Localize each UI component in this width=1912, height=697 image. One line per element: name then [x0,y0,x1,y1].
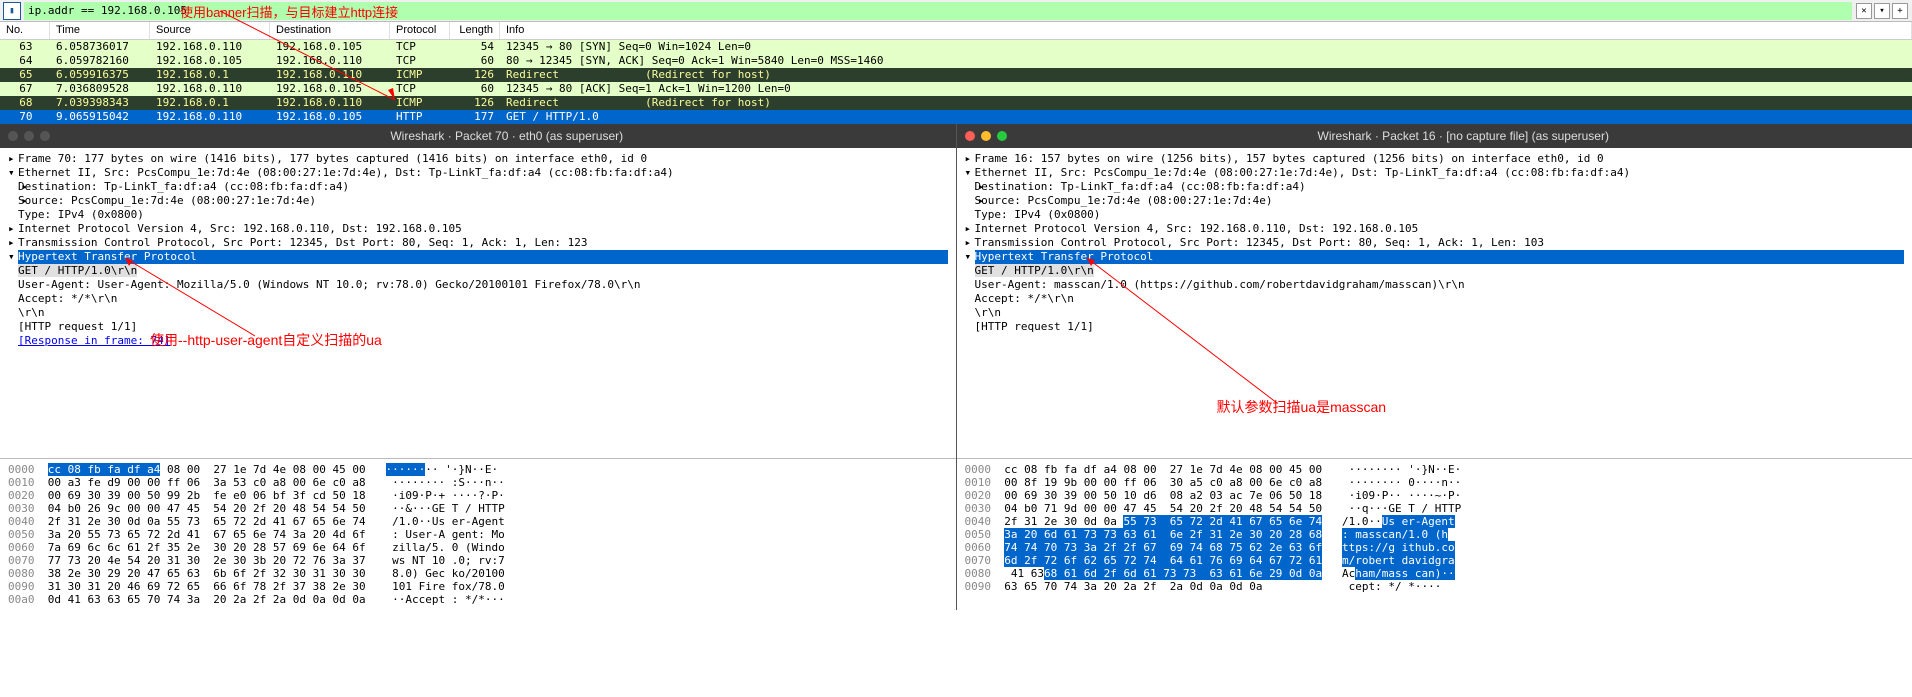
tree-line[interactable]: ▸ Frame 16: 157 bytes on wire (1256 bits… [965,152,1905,166]
hex-row[interactable]: 0040 2f 31 2e 30 0d 0a 55 73 65 72 2d 41… [965,515,1905,528]
hex-row[interactable]: 0080 38 2e 30 29 20 47 65 63 6b 6f 2f 32… [8,567,948,580]
filter-clear-button[interactable]: ✕ [1856,3,1872,19]
display-filter-bar: ▮ 使用banner扫描，与目标建立http连接 ✕ ▾ + [0,0,1912,22]
filter-history-dropdown[interactable]: ▾ [1874,3,1890,19]
hex-row[interactable]: 0000 cc 08 fb fa df a4 08 00 27 1e 7d 4e… [8,463,948,476]
annotation-left: 使用--http-user-agent自定义扫描的ua [150,333,382,347]
window-min-icon[interactable] [981,131,991,141]
tree-line[interactable]: ▸ Source: PcsCompu_1e:7d:4e (08:00:27:1e… [965,194,1905,208]
hex-row[interactable]: 0050 3a 20 55 73 65 72 2d 41 67 65 6e 74… [8,528,948,541]
filter-add-button[interactable]: + [1892,3,1908,19]
window-max-icon[interactable] [997,131,1007,141]
col-no[interactable]: No. [0,22,50,39]
col-destination[interactable]: Destination [270,22,390,39]
col-protocol[interactable]: Protocol [390,22,450,39]
hex-dump-left[interactable]: 0000 cc 08 fb fa df a4 08 00 27 1e 7d 4e… [0,458,956,610]
window-close-icon[interactable] [965,131,975,141]
hex-row[interactable]: 0010 00 8f 19 9b 00 00 ff 06 30 a5 c0 a8… [965,476,1905,489]
tree-line[interactable]: [HTTP request 1/1] [965,320,1905,334]
window-close-icon[interactable] [8,131,18,141]
window-title-right: Wireshark · Packet 16 · [no capture file… [1023,129,1905,143]
packet-row[interactable]: 646.059782160192.168.0.105192.168.0.110T… [0,54,1912,68]
hex-row[interactable]: 0090 31 30 31 20 46 69 72 65 66 6f 78 2f… [8,580,948,593]
protocol-tree-left[interactable]: 使用--http-user-agent自定义扫描的ua ▸ Frame 70: … [0,148,956,458]
window-min-icon[interactable] [24,131,34,141]
hex-row[interactable]: 0030 04 b0 71 9d 00 00 47 45 54 20 2f 20… [965,502,1905,515]
protocol-tree-right[interactable]: 默认参数扫描ua是masscan ▸ Frame 16: 157 bytes o… [957,148,1912,458]
col-info[interactable]: Info [500,22,1912,39]
hex-row[interactable]: 0080 41 6368 61 6d 2f 6d 61 73 73 63 61 … [965,567,1905,580]
filter-bookmark-icon[interactable]: ▮ [3,2,21,20]
tree-line[interactable]: [HTTP request 1/1] [8,320,948,334]
tree-line[interactable]: ▾ Ethernet II, Src: PcsCompu_1e:7d:4e (0… [965,166,1905,180]
hex-row[interactable]: 0070 6d 2f 72 6f 62 65 72 74 64 61 76 69… [965,554,1905,567]
hex-row[interactable]: 0090 63 65 70 74 3a 20 2a 2f 2a 0d 0a 0d… [965,580,1905,593]
tree-line[interactable]: ▸ Transmission Control Protocol, Src Por… [8,236,948,250]
hex-row[interactable]: 0020 00 69 30 39 00 50 10 d6 08 a2 03 ac… [965,489,1905,502]
tree-line[interactable]: Accept: */*\r\n [8,292,948,306]
col-length[interactable]: Length [450,22,500,39]
tree-line[interactable]: ▸ Destination: Tp-LinkT_fa:df:a4 (cc:08:… [965,180,1905,194]
hex-row[interactable]: 00a0 0d 41 63 63 65 70 74 3a 20 2a 2f 2a… [8,593,948,606]
tree-line[interactable]: ▸ GET / HTTP/1.0\r\n [965,264,1905,278]
tree-line[interactable]: Accept: */*\r\n [965,292,1905,306]
tree-line[interactable]: User-Agent: User-Agent: Mozilla/5.0 (Win… [8,278,948,292]
tree-line[interactable]: ▸ GET / HTTP/1.0\r\n [8,264,948,278]
packet-row[interactable]: 687.039398343192.168.0.1192.168.0.110ICM… [0,96,1912,110]
tree-line[interactable]: User-Agent: masscan/1.0 (https://github.… [965,278,1905,292]
annotation-filter: 使用banner扫描，与目标建立http连接 [180,2,398,21]
tree-line[interactable]: ▸ Internet Protocol Version 4, Src: 192.… [965,222,1905,236]
window-max-icon[interactable] [40,131,50,141]
tree-line[interactable]: ▸ Frame 70: 177 bytes on wire (1416 bits… [8,152,948,166]
hex-row[interactable]: 0000 cc 08 fb fa df a4 08 00 27 1e 7d 4e… [965,463,1905,476]
tree-line[interactable]: ▸ Destination: Tp-LinkT_fa:df:a4 (cc:08:… [8,180,948,194]
packet-row[interactable]: 656.059916375192.168.0.1192.168.0.110ICM… [0,68,1912,82]
hex-row[interactable]: 0040 2f 31 2e 30 0d 0a 55 73 65 72 2d 41… [8,515,948,528]
tree-line[interactable]: ▸ Transmission Control Protocol, Src Por… [965,236,1905,250]
tree-line[interactable]: ▾ Hypertext Transfer Protocol [965,250,1905,264]
hex-row[interactable]: 0060 74 74 70 73 3a 2f 2f 67 69 74 68 75… [965,541,1905,554]
tree-line[interactable]: ▸ Internet Protocol Version 4, Src: 192.… [8,222,948,236]
hex-row[interactable]: 0030 04 b0 26 9c 00 00 47 45 54 20 2f 20… [8,502,948,515]
packet-row[interactable]: 677.036809528192.168.0.110192.168.0.105T… [0,82,1912,96]
hex-row[interactable]: 0020 00 69 30 39 00 50 99 2b fe e0 06 bf… [8,489,948,502]
tree-line[interactable]: \r\n [8,306,948,320]
packet-list: No. Time Source Destination Protocol Len… [0,22,1912,124]
tree-line[interactable]: ▾ Hypertext Transfer Protocol [8,250,948,264]
tree-line[interactable]: Type: IPv4 (0x0800) [965,208,1905,222]
window-title-left: Wireshark · Packet 70 · eth0 (as superus… [66,129,948,143]
packet-row[interactable]: 709.065915042192.168.0.110192.168.0.105H… [0,110,1912,124]
tree-line[interactable]: ▸ Source: PcsCompu_1e:7d:4e (08:00:27:1e… [8,194,948,208]
packet-detail-left: Wireshark · Packet 70 · eth0 (as superus… [0,124,956,610]
tree-line[interactable]: ▾ Ethernet II, Src: PcsCompu_1e:7d:4e (0… [8,166,948,180]
titlebar-right: Wireshark · Packet 16 · [no capture file… [957,124,1912,148]
hex-row[interactable]: 0070 77 73 20 4e 54 20 31 30 2e 30 3b 20… [8,554,948,567]
hex-row[interactable]: 0010 00 a3 fe d9 00 00 ff 06 3a 53 c0 a8… [8,476,948,489]
annotation-right: 默认参数扫描ua是masscan [1217,400,1387,414]
tree-line[interactable]: \r\n [965,306,1905,320]
packet-row[interactable]: 636.058736017192.168.0.110192.168.0.105T… [0,40,1912,54]
col-time[interactable]: Time [50,22,150,39]
hex-row[interactable]: 0050 3a 20 6d 61 73 73 63 61 6e 2f 31 2e… [965,528,1905,541]
packet-list-header: No. Time Source Destination Protocol Len… [0,22,1912,40]
titlebar-left: Wireshark · Packet 70 · eth0 (as superus… [0,124,956,148]
hex-row[interactable]: 0060 7a 69 6c 6c 61 2f 35 2e 30 20 28 57… [8,541,948,554]
tree-line[interactable]: [Response in frame: 74] [8,334,948,348]
packet-detail-right: Wireshark · Packet 16 · [no capture file… [956,124,1912,610]
hex-dump-right[interactable]: 0000 cc 08 fb fa df a4 08 00 27 1e 7d 4e… [957,458,1912,597]
col-source[interactable]: Source [150,22,270,39]
tree-line[interactable]: Type: IPv4 (0x0800) [8,208,948,222]
